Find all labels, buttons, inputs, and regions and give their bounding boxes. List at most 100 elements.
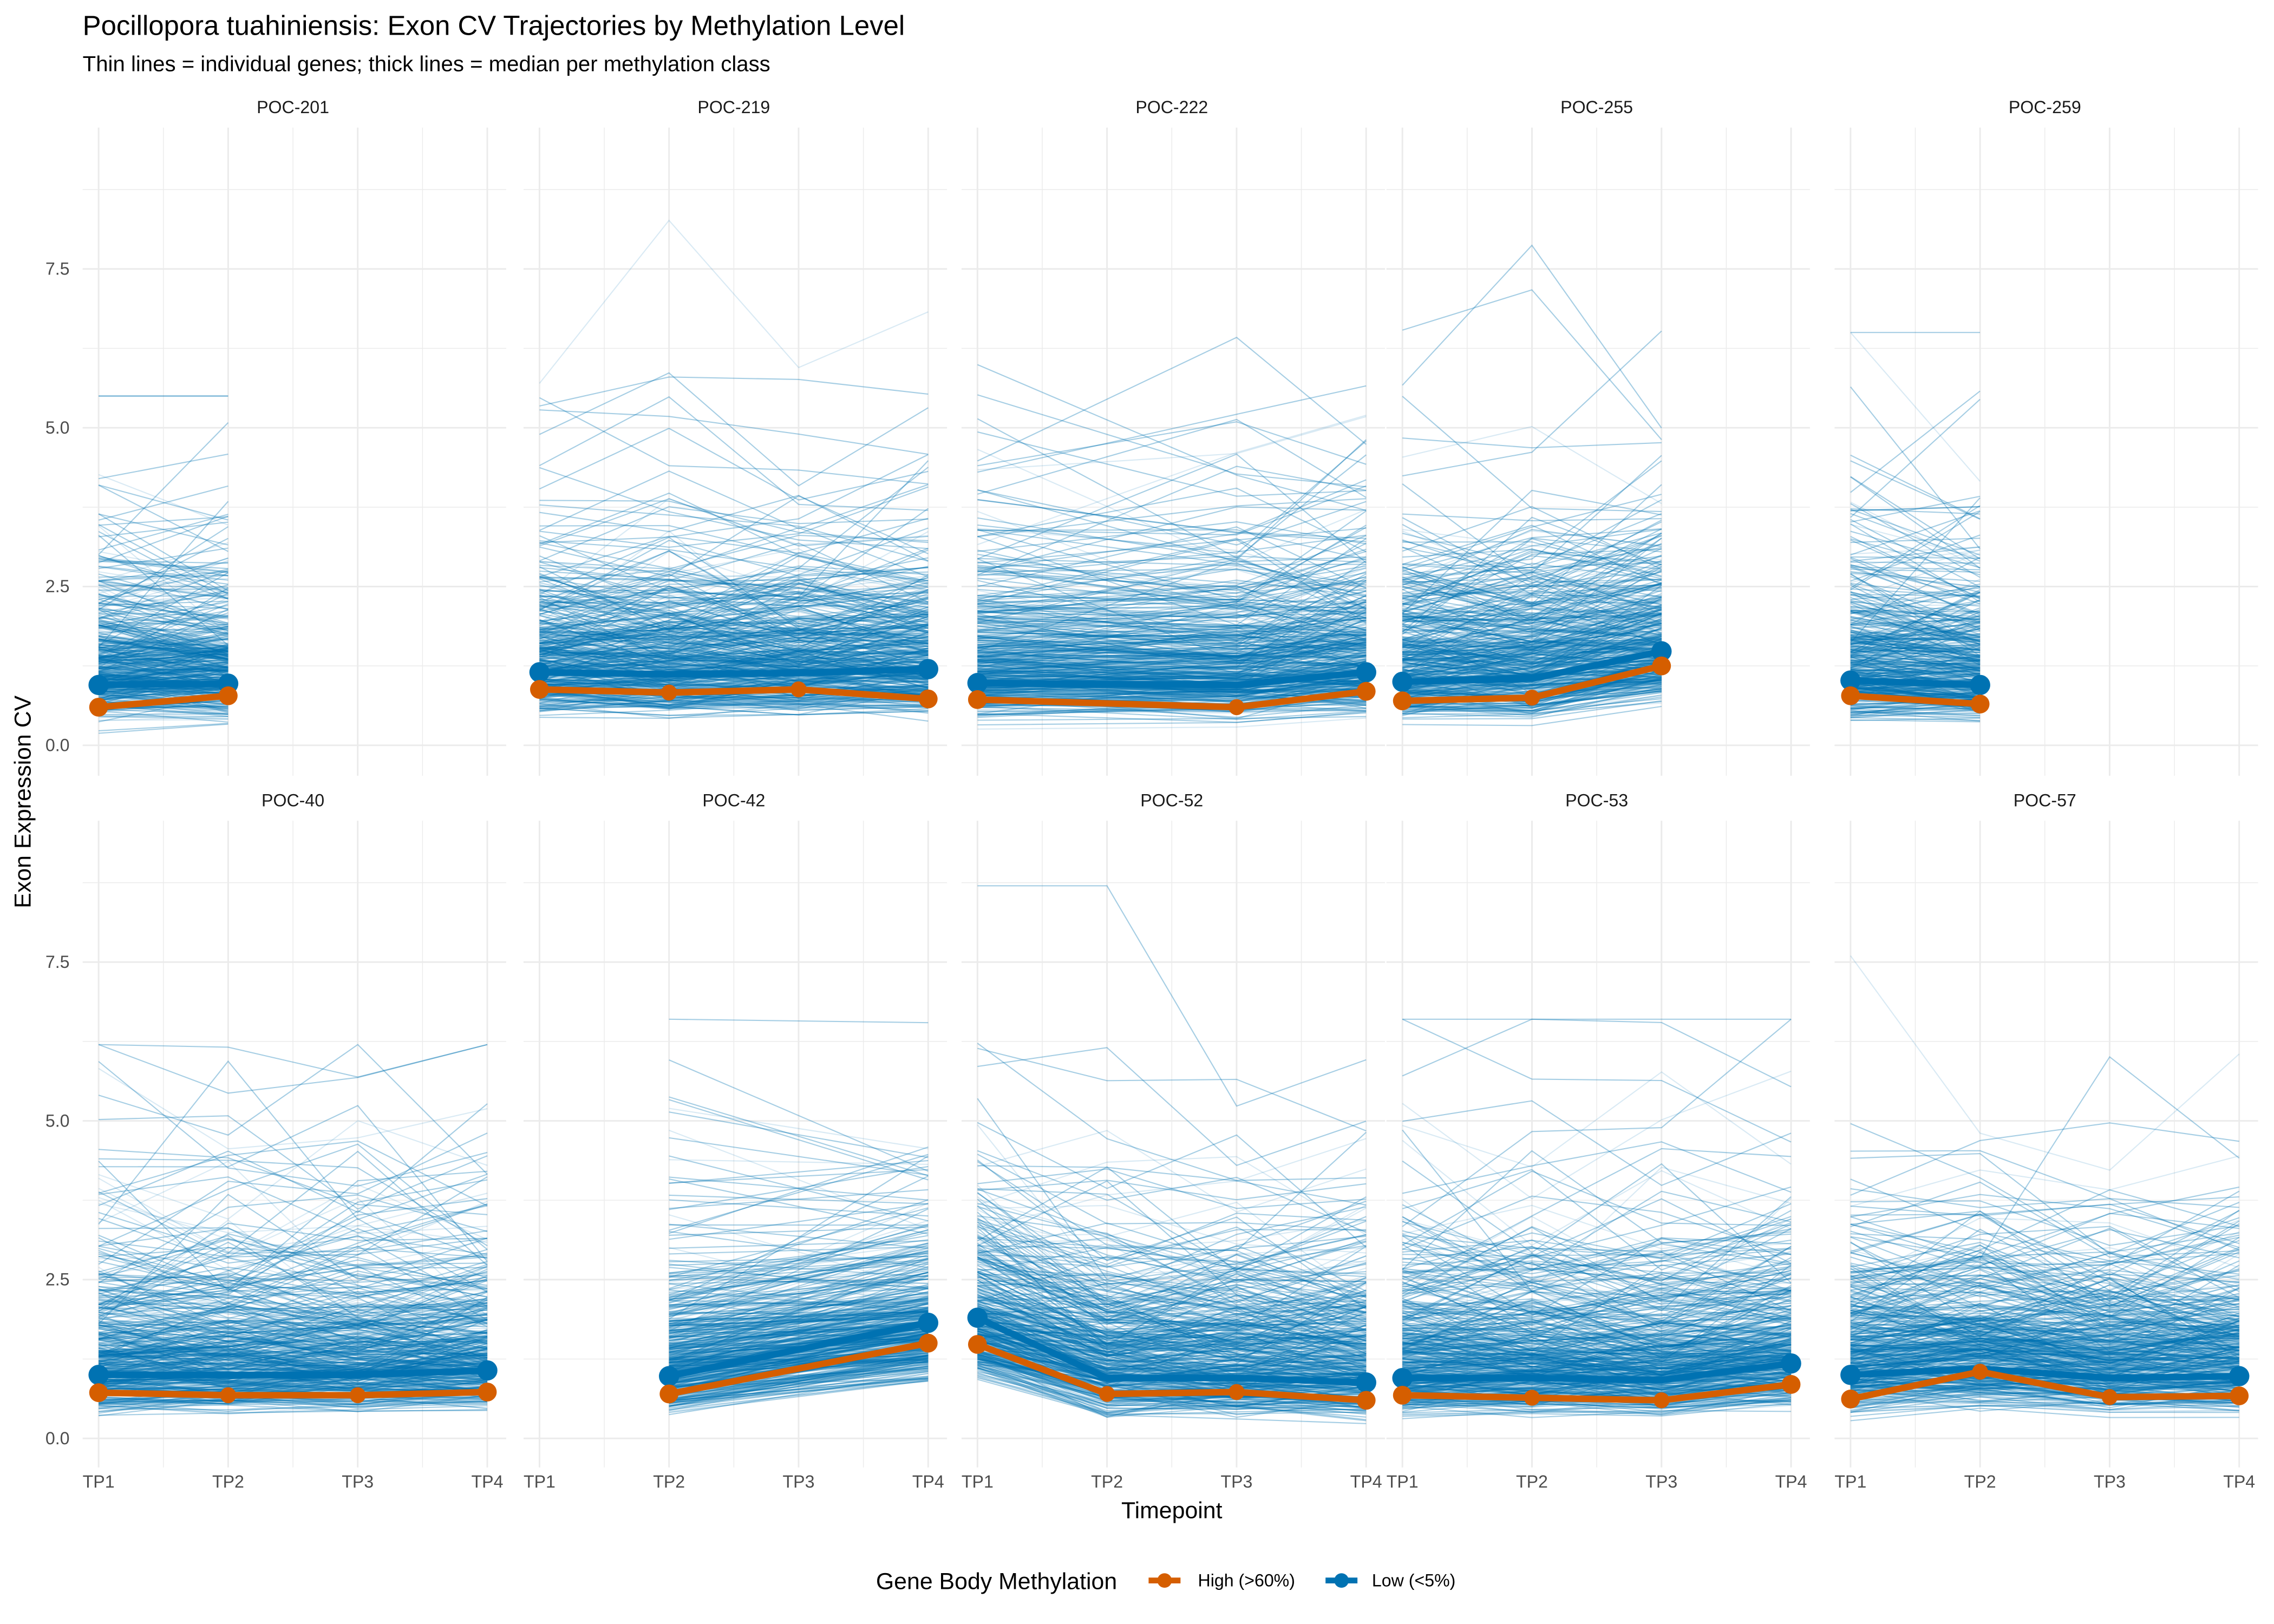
gene-line: [98, 1351, 488, 1378]
gene-line: [977, 1220, 1367, 1345]
gene-line: [539, 566, 929, 638]
median-point-low: [1356, 662, 1376, 683]
gene-line: [1850, 1286, 2240, 1340]
gene-line: [1850, 1310, 2239, 1355]
gene-line: [977, 1285, 1367, 1362]
gene-line: [1850, 1314, 2239, 1352]
gene-line: [539, 669, 929, 704]
gene-line: [1402, 574, 1662, 624]
gene-line: [98, 658, 228, 677]
gene-line: [977, 1309, 1367, 1371]
facet-panel: POC-222: [961, 97, 1386, 776]
gene-line: [977, 650, 1367, 693]
gene-line: [1402, 596, 1662, 651]
gene-line: [98, 1143, 488, 1250]
gene-line: [99, 653, 228, 663]
gene-line: [1402, 1292, 1792, 1345]
gene-line: [1850, 600, 1981, 625]
gene-line: [1402, 1243, 1792, 1330]
gene-line: [99, 1314, 488, 1355]
gene-line: [669, 1250, 929, 1311]
gene-line: [977, 1308, 1367, 1350]
gene-line: [99, 656, 228, 664]
gene-line: [539, 582, 929, 631]
gene-line: [1402, 1319, 1792, 1354]
gene-line: [669, 1333, 929, 1353]
gene-line: [99, 1377, 488, 1394]
gene-line: [669, 1355, 929, 1398]
gene-line: [669, 1284, 929, 1342]
gene-line: [1850, 1178, 2239, 1275]
gene-line: [1850, 633, 1981, 664]
gene-line: [669, 1289, 929, 1313]
gene-line: [98, 1314, 488, 1371]
gene-line: [1850, 1346, 2239, 1366]
gene-line: [1402, 1374, 1792, 1394]
gene-line: [99, 688, 228, 699]
gene-line: [99, 638, 228, 649]
gene-line: [539, 673, 929, 682]
gene-line: [539, 694, 929, 703]
gene-line: [1402, 1266, 1792, 1323]
gene-line: [539, 704, 929, 716]
gene-line: [1402, 597, 1662, 648]
gene-line: [1402, 1329, 1792, 1372]
gene-line: [977, 640, 1367, 657]
gene-line: [98, 1304, 488, 1358]
gene-line: [1850, 1338, 2239, 1366]
gene-line: [1850, 1245, 2239, 1331]
gene-line: [1850, 630, 1981, 657]
gene-line: [539, 615, 929, 663]
gene-line: [99, 616, 228, 630]
gene-line: [977, 1367, 1367, 1416]
gene-line: [1402, 1253, 1792, 1329]
gene-line: [977, 650, 1367, 691]
gene-line: [539, 628, 929, 668]
gene-line: [669, 1267, 929, 1290]
gene-line: [977, 562, 1367, 619]
gene-line: [1402, 1298, 1792, 1339]
median-point-high: [918, 689, 938, 709]
gene-line: [1402, 608, 1662, 667]
facet-panel: POC-255: [1386, 97, 1810, 776]
gene-line: [1402, 1070, 1792, 1200]
gene-line: [539, 553, 929, 606]
gene-line: [669, 1350, 929, 1380]
gene-line: [539, 647, 929, 659]
gene-line: [539, 645, 929, 672]
gene-line: [99, 1353, 488, 1376]
gene-line: [977, 600, 1367, 660]
gene-line: [1850, 1380, 2239, 1405]
gene-line: [1850, 1255, 2239, 1318]
gene-line: [1402, 1018, 1792, 1227]
gene-line: [1850, 1351, 2239, 1382]
gene-line: [98, 1309, 488, 1369]
gene-line: [669, 1278, 929, 1308]
gene-line: [1850, 538, 1981, 543]
gene-line: [99, 708, 228, 719]
gene-line: [1850, 1329, 2239, 1355]
gene-line: [99, 1346, 488, 1358]
gene-line: [977, 571, 1367, 619]
gene-line: [669, 1271, 929, 1344]
gene-line: [1850, 661, 1981, 671]
gene-line: [1850, 1189, 2240, 1296]
gene-line: [539, 627, 929, 666]
gene-line: [1850, 1359, 2239, 1398]
gene-line: [98, 547, 228, 569]
gene-line: [99, 666, 228, 678]
gene-line: [977, 644, 1367, 664]
gene-line: [98, 1247, 488, 1333]
gene-line: [977, 1295, 1367, 1345]
gene-line: [1402, 677, 1662, 713]
gene-line: [1402, 517, 1662, 587]
gene-line: [977, 1330, 1367, 1384]
gene-line: [669, 1231, 929, 1298]
gene-line: [98, 584, 228, 624]
median-line-low: [1850, 677, 1981, 689]
gene-line: [1402, 1195, 1792, 1256]
gene-line: [669, 1255, 929, 1262]
gene-line: [98, 610, 228, 634]
gene-line: [539, 647, 929, 688]
gene-line: [669, 1305, 929, 1367]
